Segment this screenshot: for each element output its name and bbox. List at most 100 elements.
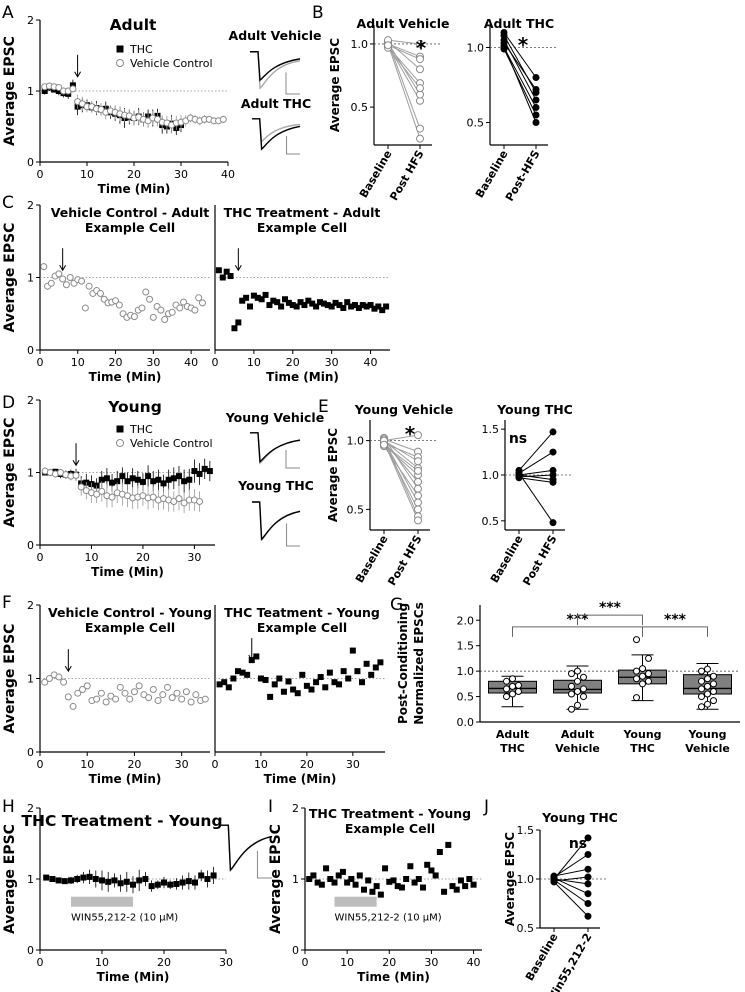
trace-post (220, 824, 273, 872)
data-point (173, 689, 181, 697)
y-axis-label: Average EPSC (2, 418, 18, 528)
trace-title: Young THC (237, 478, 314, 493)
data-point (69, 85, 77, 93)
data-point (130, 881, 136, 888)
data-point (416, 55, 424, 64)
significance-label: * (518, 33, 529, 57)
data-point (178, 695, 186, 703)
data-point (81, 304, 89, 312)
data-point (41, 88, 48, 94)
data-point (698, 667, 705, 675)
panel-label-g: G (390, 595, 403, 615)
y-axis-label: Post-Conditioning (396, 603, 410, 724)
data-point (179, 879, 186, 886)
data-point (293, 303, 300, 310)
data-point (509, 690, 516, 698)
data-point (204, 876, 211, 882)
pair-line (383, 438, 419, 453)
data-point (219, 115, 227, 123)
x-category-label: THC (500, 742, 525, 755)
x-tick-label: 30 (346, 758, 360, 771)
legend-marker-thc (116, 45, 124, 53)
data-point (318, 881, 325, 888)
panel-label-h: H (2, 797, 15, 817)
data-point (363, 303, 370, 310)
data-point (324, 302, 331, 309)
y-tick-label: 2 (27, 14, 34, 27)
data-point (55, 270, 63, 278)
data-point (639, 672, 646, 680)
data-point (235, 319, 242, 326)
data-point (216, 681, 223, 688)
trace-baseline (220, 824, 273, 873)
x-axis-label: Time (Min) (97, 970, 170, 984)
data-point (102, 698, 110, 706)
x-category-label: THC (630, 742, 655, 755)
data-point (77, 483, 85, 491)
data-point (150, 478, 157, 485)
y-tick-label: 1 (292, 873, 299, 886)
y-tick-label: 1.0 (457, 665, 475, 678)
data-point (503, 685, 510, 693)
data-point (154, 697, 162, 705)
data-point (186, 476, 193, 483)
data-point (250, 292, 257, 299)
data-point (574, 667, 581, 675)
x-tick-label: 10 (71, 356, 85, 369)
chart-title: Young Vehicle (354, 402, 453, 417)
legend-label-thc: THC (129, 43, 153, 56)
legend-marker-thc (116, 425, 124, 433)
legend-label-vehicle: Vehicle Control (130, 57, 213, 70)
data-point (181, 478, 188, 485)
data-point (340, 304, 347, 311)
data-point (704, 675, 711, 683)
data-point (78, 277, 86, 285)
data-point (500, 39, 508, 47)
data-point (323, 865, 330, 872)
series-vehicle-control (41, 82, 227, 134)
data-point (698, 677, 705, 685)
x-tick-label: 30 (174, 168, 188, 181)
data-point (227, 273, 234, 280)
data-point (142, 876, 149, 882)
data-point (375, 303, 382, 310)
data-point (167, 881, 174, 888)
data-point (61, 878, 68, 885)
series-vehicle-control (40, 263, 206, 324)
x-axis-label: Time (Min) (357, 970, 430, 984)
pair-line (553, 881, 589, 917)
series-vehicle-control (41, 671, 209, 710)
trace-A-trace-thc: Adult THC (241, 96, 311, 155)
y-tick-label: 0.5 (457, 691, 475, 704)
data-point (55, 88, 62, 94)
panel-label-d: D (2, 393, 15, 413)
data-point (161, 316, 169, 324)
panel-label-i: I (268, 797, 273, 817)
data-point (416, 84, 424, 93)
data-point (414, 484, 422, 493)
y-tick-label: 2 (27, 599, 34, 612)
y-tick-label: 0 (292, 944, 299, 957)
data-point (195, 294, 203, 302)
data-point (185, 878, 192, 885)
scale-bar (256, 851, 272, 879)
data-point (55, 83, 63, 91)
data-point (180, 298, 188, 306)
data-point (225, 684, 232, 691)
trace-A-trace-vehicle: Adult Vehicle (229, 28, 321, 95)
data-point (274, 299, 281, 306)
pair-line (387, 39, 421, 45)
trace-post (250, 432, 301, 464)
data-point (206, 468, 213, 475)
x-tick-label: 30 (146, 356, 160, 369)
panel-label-a: A (2, 3, 14, 23)
data-point (574, 701, 581, 709)
comparison-bracket (642, 626, 708, 637)
pair-line (553, 837, 589, 880)
chart-title: THC Treatment - Young (309, 806, 471, 821)
data-point (135, 682, 143, 690)
